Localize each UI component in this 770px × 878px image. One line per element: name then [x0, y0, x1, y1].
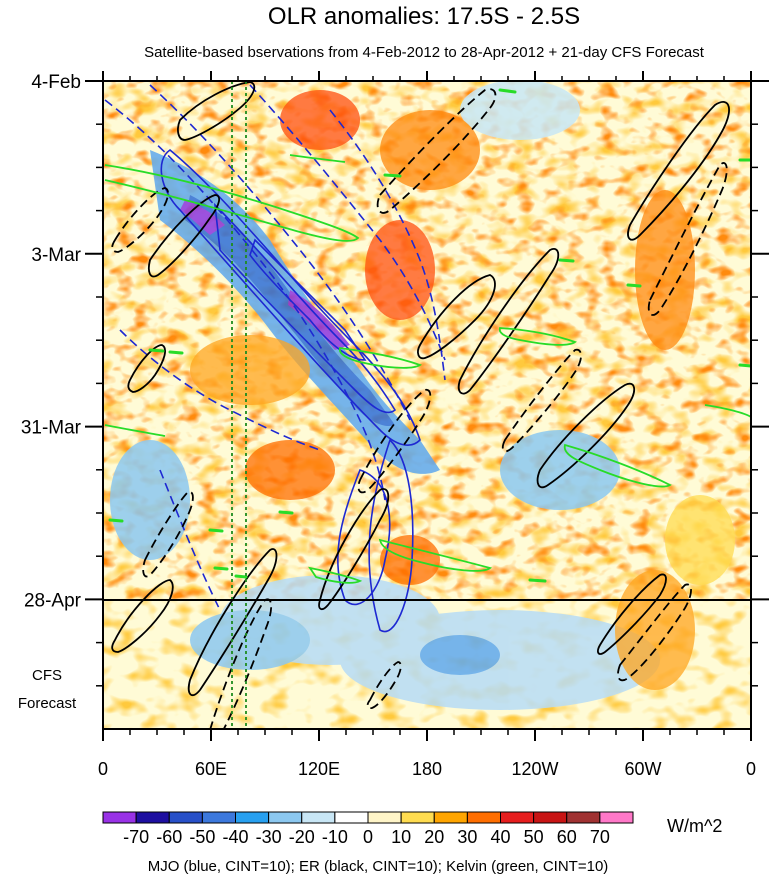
er-contours — [111, 81, 730, 697]
colorbar-swatch — [566, 811, 601, 824]
mjo-contours — [160, 149, 421, 633]
colorbar-swatch — [102, 811, 137, 824]
colorbar-swatch — [334, 811, 369, 824]
y-tick-label: 3-Mar — [31, 245, 81, 266]
kelvin-contour-fragments — [108, 88, 751, 583]
colorbar-level-label: 70 — [590, 827, 610, 847]
colorbar-level-label: 60 — [557, 827, 577, 847]
colorbar-swatch — [367, 811, 402, 824]
x-tick-label: 0 — [98, 759, 108, 779]
forecast-label-line1: CFS — [32, 667, 62, 684]
axes: 0 60E 120E 180 120W 60W 0 4-Feb 3-Mar 31-Mar 28-Ap… — [21, 71, 769, 779]
colorbar-units: W/m^2 — [667, 816, 722, 836]
positive-anomaly-patches — [190, 90, 735, 690]
chart-title: OLR anomalies: 17.5S - 2.5S — [268, 3, 580, 30]
colorbar: -70 -60 -50 -40 -30 -20 -10 0 10 20 30 40 50 60 70 — [102, 811, 634, 847]
colorbar-swatch — [135, 811, 170, 824]
x-tick-label: 120E — [298, 759, 340, 779]
colorbar-swatch — [599, 811, 634, 824]
colorbar-level-label: -10 — [322, 827, 348, 847]
colorbar-swatch — [533, 811, 568, 824]
x-tick-label: 60W — [624, 759, 661, 779]
colorbar-level-label: -30 — [256, 827, 282, 847]
colorbar-level-label: -20 — [289, 827, 315, 847]
colorbar-level-label: 10 — [391, 827, 411, 847]
colorbar-swatch — [201, 811, 236, 824]
er-contours-dashed — [111, 88, 728, 729]
colorbar-swatch — [235, 811, 270, 824]
kelvin-contours — [104, 154, 751, 584]
colorbar-swatch — [466, 811, 501, 824]
chart-subtitle: Satellite-based bservations from 4-Feb-2… — [144, 44, 705, 61]
colorbar-swatch — [433, 811, 468, 824]
reference-vertical-lines — [231, 81, 247, 729]
colorbar-swatch — [400, 811, 435, 824]
negative-anomaly-band — [110, 81, 660, 710]
colorbar-swatch — [268, 811, 303, 824]
y-tick-label: 28-Apr — [24, 590, 82, 611]
x-tick-label: 0 — [746, 759, 756, 779]
x-tick-label: 120W — [511, 759, 558, 779]
plot-area — [103, 81, 751, 729]
x-tick-label: 180 — [412, 759, 442, 779]
y-tick-label: 4-Feb — [31, 72, 81, 93]
footer-note: MJO (blue, CINT=10); ER (black, CINT=10)… — [148, 858, 609, 875]
colorbar-level-label: -70 — [123, 827, 149, 847]
mjo-contours-dashed — [104, 84, 446, 611]
colorbar-level-label: 50 — [524, 827, 544, 847]
colorbar-level-label: -60 — [156, 827, 182, 847]
colorbar-level-label: -40 — [222, 827, 248, 847]
y-tick-label: 31-Mar — [21, 418, 82, 439]
colorbar-swatch — [500, 811, 535, 824]
colorbar-swatch — [301, 811, 336, 824]
colorbar-level-label: 20 — [424, 827, 444, 847]
colorbar-level-label: 0 — [363, 827, 373, 847]
colorbar-level-label: -50 — [189, 827, 215, 847]
colorbar-swatch — [168, 811, 203, 824]
x-tick-label: 60E — [195, 759, 227, 779]
colorbar-level-label: 30 — [457, 827, 477, 847]
colorbar-level-label: 40 — [490, 827, 510, 847]
forecast-label-line2: Forecast — [18, 695, 77, 712]
